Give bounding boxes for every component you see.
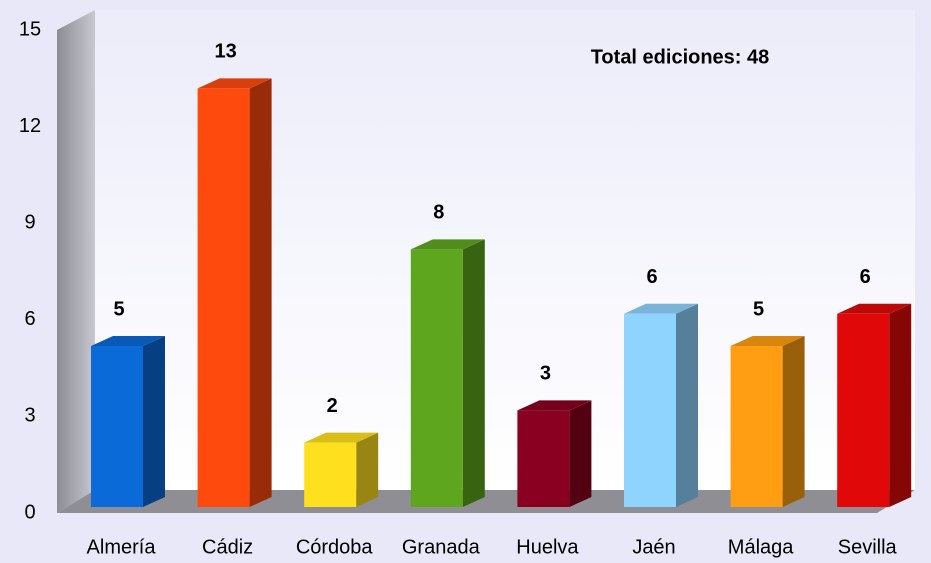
x-tick-label: Cádiz	[202, 536, 253, 558]
x-tick-label: Huelva	[516, 536, 579, 558]
bar	[91, 346, 143, 507]
bar	[517, 410, 570, 507]
y-tick-label: 3	[24, 405, 35, 427]
bar-side	[356, 432, 379, 507]
x-tick-label: Granada	[402, 536, 481, 558]
x-tick-label: Jaén	[632, 536, 675, 558]
back-wall	[95, 10, 915, 490]
value-label: 6	[646, 266, 657, 288]
bar-side	[569, 400, 592, 507]
value-label: 5	[113, 298, 124, 320]
bar	[730, 346, 783, 507]
bar	[304, 442, 357, 507]
x-tick-label: Sevilla	[838, 536, 898, 558]
value-label: 2	[327, 395, 338, 417]
x-tick-label: Málaga	[728, 536, 794, 558]
bar-top	[91, 336, 165, 346]
bar-top	[837, 303, 912, 314]
y-tick-label: 15	[19, 18, 41, 40]
bar-top	[410, 239, 485, 250]
bar	[197, 88, 250, 508]
y-tick-label: 0	[24, 501, 35, 523]
bar-side	[249, 78, 272, 508]
value-label: 8	[433, 202, 444, 224]
y-tick-label: 9	[24, 211, 35, 233]
bar-top	[730, 336, 805, 346]
y-tick-label: 6	[24, 308, 35, 330]
bar-top	[197, 78, 272, 89]
bar-top	[517, 400, 592, 411]
bar-top	[624, 303, 698, 314]
bar-side	[462, 239, 485, 507]
bar-side	[143, 336, 165, 507]
annotation: Total ediciones: 48	[591, 46, 770, 68]
value-label: 5	[753, 298, 764, 320]
bar-top	[304, 432, 379, 443]
value-label: 3	[540, 363, 551, 385]
bar	[837, 313, 890, 507]
bar-side	[782, 336, 805, 507]
x-tick-label: Almería	[87, 536, 157, 558]
bar	[624, 313, 676, 507]
x-tick-label: Córdoba	[296, 536, 374, 558]
y-tick-label: 12	[19, 115, 41, 137]
side-wall	[57, 10, 95, 513]
bar-side	[889, 303, 912, 507]
bar	[410, 249, 463, 507]
bar-side	[676, 303, 698, 507]
value-label: 6	[860, 266, 871, 288]
value-label: 13	[214, 41, 236, 63]
